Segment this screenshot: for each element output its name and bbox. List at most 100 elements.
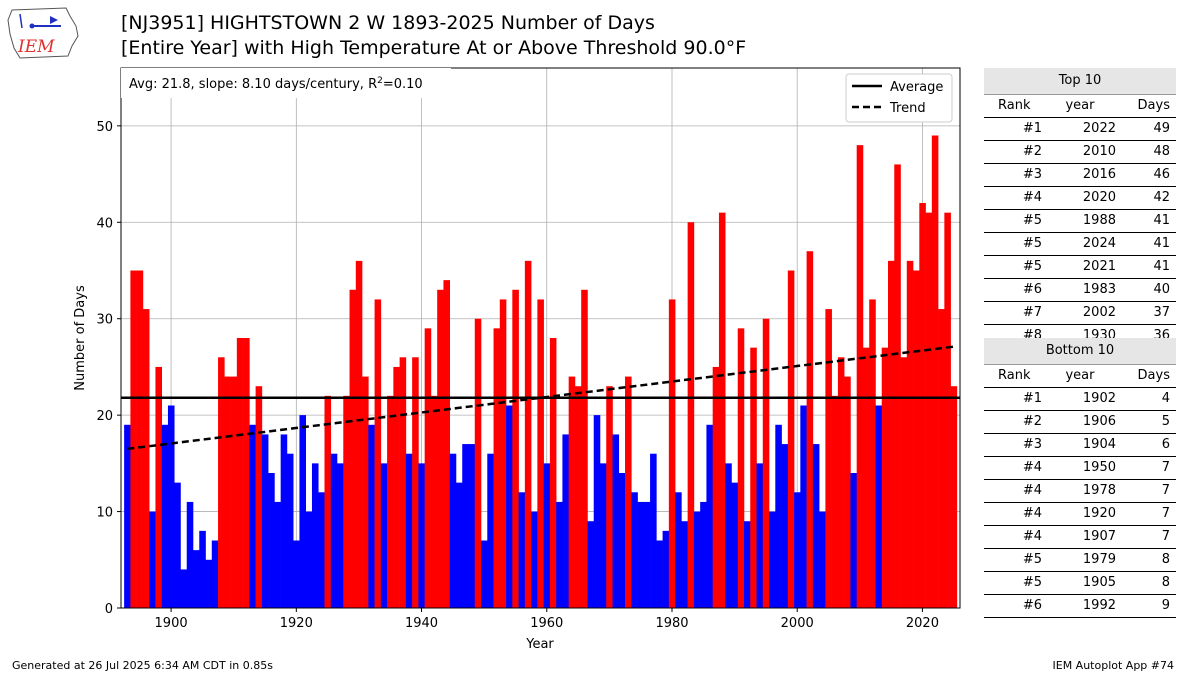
rank-cell: #5 — [1022, 552, 1042, 567]
bar-1991 — [737, 328, 745, 608]
x-axis-label: Year — [525, 637, 554, 652]
year-cell: 1978 — [1082, 483, 1116, 498]
bar-2012 — [869, 299, 876, 608]
bar-1917 — [274, 501, 281, 608]
bar-1916 — [268, 473, 275, 608]
col-rank: Rank — [998, 98, 1031, 113]
bar-1929 — [349, 289, 357, 608]
plot-frame — [120, 67, 961, 609]
table-row: #2 2010 48 — [984, 141, 1176, 164]
table-row: #3 1904 6 — [984, 434, 1176, 457]
bar-1925 — [324, 395, 332, 608]
x-tick-label: 1980 — [655, 616, 688, 631]
bar-1966 — [581, 289, 588, 608]
col-year: year — [1065, 98, 1095, 113]
col-days: Days — [1137, 98, 1170, 113]
y-tick-label: 30 — [96, 313, 113, 328]
bar-2017 — [900, 357, 908, 608]
rank-cell: #3 — [1022, 167, 1042, 182]
bar-1985 — [700, 501, 707, 608]
year-cell: 1992 — [1082, 598, 1116, 613]
bar-1906 — [205, 559, 213, 608]
tick-labels: 1900 1920 1940 1960 1980 2000 2020 0 10 20 30 40 50 — [96, 120, 939, 631]
bar-1938 — [405, 453, 413, 608]
bar-1952 — [493, 328, 501, 608]
year-cell: 2020 — [1082, 190, 1116, 205]
table-row: #1 2022 49 — [984, 118, 1176, 141]
bar-1893 — [124, 424, 131, 608]
bar-1950 — [481, 540, 488, 608]
rank-cell: #1 — [1022, 391, 1042, 406]
footer-app: IEM Autoplot App #74 — [1052, 659, 1175, 672]
bar-1937 — [399, 357, 407, 608]
bar-1932 — [368, 424, 375, 608]
table-row: #5 1979 8 — [984, 549, 1176, 572]
x-tick-label: 1920 — [280, 616, 313, 631]
bar-1990 — [731, 482, 739, 608]
table-row: #6 1992 9 — [984, 595, 1176, 618]
rank-cell: #3 — [1022, 437, 1042, 452]
y-tick-label: 50 — [96, 120, 113, 135]
bar-1930 — [355, 260, 363, 608]
bar-1939 — [412, 357, 419, 608]
table-row: #4 1920 7 — [984, 503, 1176, 526]
year-cell: 2024 — [1082, 236, 1116, 251]
top10-table: Top 10 Rank year Days #1 2022 49 #2 2010 48 #3… — [984, 68, 1176, 348]
bar-1984 — [693, 511, 701, 608]
bar-1972 — [618, 473, 626, 608]
x-tick-label: 2000 — [781, 616, 814, 631]
x-tick-label: 2020 — [906, 616, 939, 631]
bar-1981 — [675, 492, 682, 608]
year-cell: 2022 — [1082, 121, 1116, 136]
table-row: #4 1907 7 — [984, 526, 1176, 549]
bar-1967 — [587, 521, 595, 608]
bar-1976 — [643, 501, 651, 608]
bars — [124, 135, 958, 609]
table-row: #5 1905 8 — [984, 572, 1176, 595]
year-cell: 1950 — [1082, 460, 1116, 475]
bar-1926 — [330, 453, 338, 608]
bar-2020 — [919, 203, 926, 608]
bottom10-title: Bottom 10 — [984, 338, 1176, 365]
y-axis-label: Number of Days — [73, 285, 88, 391]
table-row: #4 2020 42 — [984, 187, 1176, 210]
bar-2013 — [875, 405, 883, 608]
table-row: #1 1902 4 — [984, 388, 1176, 411]
bar-1918 — [280, 434, 288, 608]
bar-1910 — [230, 376, 238, 608]
days-cell: 40 — [1153, 282, 1170, 297]
table-row: #7 2002 37 — [984, 302, 1176, 325]
days-cell: 4 — [1161, 391, 1170, 406]
bar-1922 — [305, 511, 313, 608]
days-cell: 9 — [1161, 598, 1170, 613]
bar-1995 — [762, 318, 770, 608]
bar-1943 — [437, 289, 444, 608]
rank-cell: #4 — [1022, 506, 1042, 521]
bar-1974 — [631, 492, 638, 608]
bar-1989 — [725, 463, 732, 608]
bar-1905 — [199, 530, 206, 608]
col-year: year — [1065, 368, 1095, 383]
bar-1933 — [374, 299, 382, 608]
bar-1953 — [499, 299, 507, 608]
bar-1971 — [612, 434, 620, 608]
rank-cell: #5 — [1022, 575, 1042, 590]
x-tick-label: 1960 — [530, 616, 563, 631]
bottom10-column-headers: Rank year Days — [984, 365, 1176, 388]
bar-1961 — [549, 338, 557, 608]
iem-logo: IEM — [7, 7, 79, 59]
rank-cell: #6 — [1022, 598, 1042, 613]
bar-1983 — [687, 222, 695, 609]
bar-1988 — [718, 212, 726, 608]
table-row: #4 1978 7 — [984, 480, 1176, 503]
bar-1977 — [650, 453, 657, 608]
bar-1914 — [255, 386, 263, 608]
bar-2002 — [806, 251, 814, 608]
days-cell: 37 — [1153, 305, 1170, 320]
bar-1999 — [787, 270, 795, 608]
bar-1894 — [130, 270, 137, 608]
days-cell: 7 — [1161, 483, 1170, 498]
bar-1911 — [236, 338, 244, 608]
rank-cell: #2 — [1022, 414, 1042, 429]
bar-2021 — [925, 212, 933, 608]
